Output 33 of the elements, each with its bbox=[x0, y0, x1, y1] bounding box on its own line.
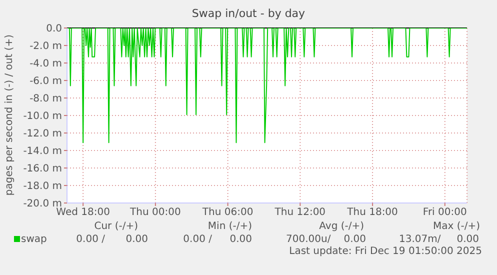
y-axis-title: pages per second in (-) / out (+) bbox=[4, 33, 16, 198]
y-tick-label: -8.0 m bbox=[30, 94, 62, 105]
x-tick-label: Thu 06:00 bbox=[201, 207, 254, 218]
x-tick-label: Fri 00:00 bbox=[422, 207, 467, 218]
y-tick-label: -6.0 m bbox=[30, 76, 62, 88]
x-tick-label: Thu 00:00 bbox=[129, 207, 181, 218]
y-tick-label: 0.0 bbox=[46, 24, 62, 35]
chart-title: Swap in/out - by day bbox=[190, 7, 306, 20]
y-tick-label: -12.0 m bbox=[23, 128, 62, 140]
y-tick-label: -14.0 m bbox=[23, 146, 62, 158]
text: 700.00u/ bbox=[286, 234, 331, 246]
x-tick-label: Thu 12:00 bbox=[274, 207, 326, 218]
y-tick-label: -4.0 m bbox=[30, 58, 62, 70]
text: Cur (-/+) bbox=[93, 221, 138, 233]
text: Last update: Fri Dec 19 01:50:00 2025 bbox=[288, 246, 482, 258]
text: 0.00 bbox=[124, 234, 148, 246]
text: Max (-/+) bbox=[432, 221, 480, 233]
y-tick-label: -2.0 m bbox=[30, 41, 62, 52]
line-series bbox=[67, 28, 467, 144]
text: Avg (-/+) bbox=[318, 221, 364, 233]
x-tick-label: Wed 18:00 bbox=[56, 207, 110, 218]
x-tick-label: Thu 18:00 bbox=[346, 207, 398, 218]
text: 0.00 bbox=[344, 234, 366, 245]
y-tick-label: -16.0 m bbox=[23, 164, 62, 175]
text: Min (-/+) bbox=[206, 221, 252, 233]
y-tick-label: -10.0 m bbox=[23, 111, 62, 122]
text: 0.00 / bbox=[182, 234, 212, 246]
y-tick-label: -18.0 m bbox=[23, 181, 62, 192]
text: 0.00 bbox=[456, 234, 479, 246]
text: 0.00 / bbox=[75, 234, 105, 246]
text: 13.07m/ bbox=[399, 234, 441, 246]
legend-label: swap bbox=[20, 234, 47, 246]
text: 0.00 bbox=[228, 234, 252, 246]
